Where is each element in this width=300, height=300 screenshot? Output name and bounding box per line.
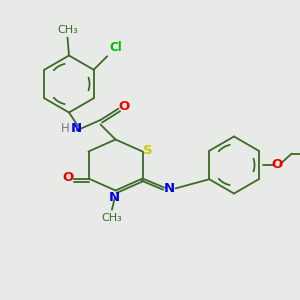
Text: O: O xyxy=(272,158,283,171)
Text: Cl: Cl xyxy=(110,41,122,54)
Text: N: N xyxy=(109,190,120,204)
Text: S: S xyxy=(143,144,153,157)
Text: H: H xyxy=(61,122,70,135)
Text: CH₃: CH₃ xyxy=(101,213,122,223)
Text: N: N xyxy=(164,182,175,195)
Text: N: N xyxy=(71,122,82,135)
Text: O: O xyxy=(62,171,74,184)
Text: O: O xyxy=(118,100,129,113)
Text: CH₃: CH₃ xyxy=(57,25,78,35)
